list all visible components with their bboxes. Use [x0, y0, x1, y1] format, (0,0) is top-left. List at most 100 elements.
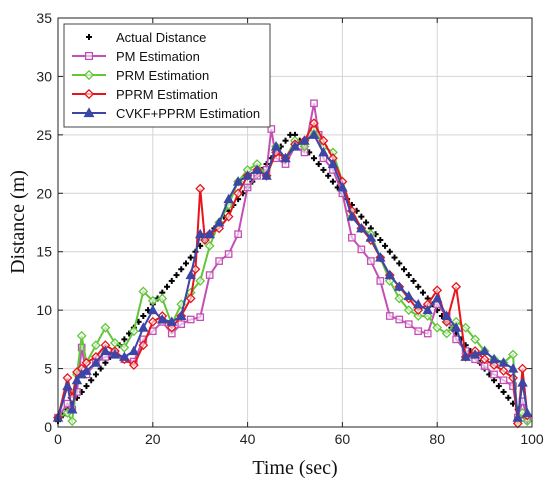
actual-distance-point [173, 272, 180, 279]
cvkf-pprm-estimation-point [488, 353, 500, 364]
cvkf-pprm-estimation-point [90, 357, 102, 367]
pm-estimation-point [205, 271, 214, 279]
cvkf-pprm-estimation-point [512, 412, 524, 422]
pm-estimation-point [414, 327, 423, 336]
prm-estimation-point [91, 340, 101, 351]
actual-distance-point [126, 330, 133, 337]
cvkf-pprm-estimation-point [441, 310, 452, 321]
pm-estimation-point [177, 320, 186, 329]
cvkf-pprm-estimation-point [422, 304, 433, 315]
legend: Actual Distance PM Estimation PRM Estimati… [63, 23, 271, 128]
pm-estimation-point [186, 315, 195, 324]
actual-distance-point [386, 248, 393, 255]
cvkf-pprm-estimation-point [100, 345, 111, 356]
pprm-estimation-point [138, 340, 149, 351]
cvkf-pprm-estimation-point [242, 170, 253, 180]
pm-estimation-point [77, 343, 86, 352]
cvkf-pprm-estimation-point [318, 146, 329, 157]
cvkf-pprm-estimation-point [289, 141, 301, 151]
cvkf-pprm-estimation-point [498, 357, 509, 367]
pprm-estimation-point [479, 354, 490, 365]
pprm-estimation-point [185, 293, 196, 304]
legend-label: PRM Estimation [116, 68, 209, 83]
cvkf-pprm-estimation-point [450, 322, 462, 332]
actual-distance-point [88, 377, 95, 384]
prm-estimation-point [195, 276, 206, 286]
actual-distance-point [410, 277, 417, 284]
cvkf-pprm-estimation-point [138, 322, 149, 332]
prm-estimation-point [76, 330, 87, 341]
actual-distance-point [495, 383, 502, 390]
cvkf-pprm-estimation-point [232, 176, 244, 186]
cvkf-pprm-estimation-point [128, 345, 140, 356]
cvkf-pprm-estimation-point [403, 290, 415, 301]
cvkf-pprm-estimation-point [431, 293, 443, 303]
legend-entry-pprm-estimation: PPRM Estimation [72, 87, 218, 102]
x-tick-label: 80 [429, 431, 445, 447]
legend-entry-cvkf-pprm-estimation: CVKF+PPRM Estimation [72, 106, 260, 121]
legend-marker [83, 107, 95, 118]
pm-estimation-point [310, 99, 318, 108]
cvkf-pprm-estimation-point [337, 182, 348, 192]
actual-distance-point [405, 272, 412, 279]
cvkf-pprm-estimation-point [412, 298, 424, 309]
y-tick-label: 10 [36, 302, 52, 318]
prm-estimation-point [413, 311, 424, 321]
cvkf-pprm-estimation-point [270, 141, 282, 151]
legend-label: Actual Distance [116, 30, 206, 45]
pm-estimation-point [423, 329, 432, 338]
actual-distance-point [500, 388, 507, 395]
legend-entry-actual-distance: Actual Distance [86, 30, 206, 45]
cvkf-pprm-estimation-point [469, 349, 481, 359]
actual-distance-point [391, 254, 398, 261]
actual-distance-point [121, 336, 128, 343]
cvkf-pprm-estimation-point [479, 345, 490, 356]
legend-label: CVKF+PPRM Estimation [116, 106, 260, 121]
legend-label: PM Estimation [116, 49, 200, 64]
prm-estimation-point [403, 305, 414, 316]
actual-distance-point [92, 371, 99, 378]
legend-marker [86, 34, 92, 40]
actual-distance-point [325, 172, 332, 179]
y-tick-label: 20 [36, 185, 52, 201]
y-tick-label: 15 [36, 244, 52, 260]
cvkf-pprm-estimation-point [517, 377, 528, 387]
cvkf-pprm-estimation-point [175, 310, 187, 321]
pm-estimation-point [215, 257, 224, 265]
cvkf-pprm-estimation-point [522, 407, 533, 417]
cvkf-pprm-estimation-point [81, 365, 92, 375]
actual-distance-point [358, 213, 365, 220]
cvkf-pprm-estimation-point [251, 164, 263, 174]
pm-estimation-point [267, 125, 276, 133]
actual-distance-point [401, 266, 408, 273]
pm-estimation-point [243, 183, 252, 192]
pm-estimation-point [499, 376, 508, 385]
legend-marker [83, 69, 95, 81]
pm-estimation-point [348, 233, 356, 242]
actual-distance-point [363, 219, 370, 226]
prm-estimation-point [441, 328, 452, 339]
pm-estimation-point [366, 257, 375, 265]
legend-entry-prm-estimation: PRM Estimation [72, 68, 209, 83]
prm-estimation-point [128, 326, 139, 337]
pprm-estimation-point [147, 316, 158, 327]
actual-distance-point [505, 394, 512, 401]
grid [58, 18, 532, 427]
y-axis-title: Distance (m) [7, 170, 29, 274]
cvkf-pprm-estimation-point [204, 228, 215, 239]
y-tick-label: 25 [36, 127, 52, 143]
prm-estimation-point [394, 293, 405, 304]
ticks: 0 20 40 60 80 100 0 5 10 15 20 25 30 35 [36, 10, 543, 447]
pm-estimation-point [395, 315, 404, 324]
pprm-estimation-point [309, 118, 319, 129]
pm-estimation-point [196, 313, 205, 322]
cvkf-pprm-estimation-point [66, 404, 78, 414]
cvkf-pprm-estimation-point [223, 193, 234, 204]
prm-estimation-point [204, 240, 215, 251]
actual-distance-point [187, 254, 194, 261]
prm-estimation-point [100, 322, 111, 333]
actual-distance-point [315, 161, 322, 168]
y-tick-label: 35 [36, 10, 52, 26]
cvkf-pprm-estimation-point [119, 351, 130, 361]
x-tick-label: 100 [520, 431, 544, 447]
